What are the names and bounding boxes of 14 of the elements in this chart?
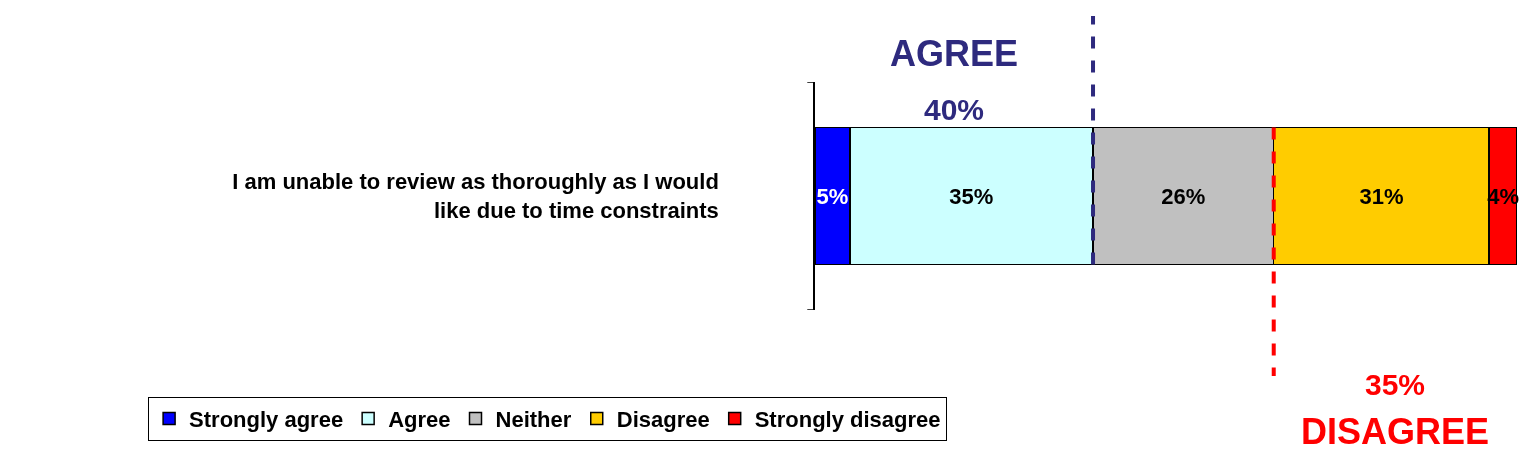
data-label: 26%	[1161, 183, 1206, 209]
legend-label: Disagree	[616, 407, 710, 433]
legend-label: Agree	[388, 407, 451, 433]
legend-label: Strongly agree	[189, 407, 344, 433]
y-tick-label: I am unable to review as thoroughly as I would like due to time constraints	[232, 169, 719, 223]
data-label: 5%	[816, 183, 849, 209]
ref-line-label: AGREE	[890, 33, 1019, 74]
data-label: 31%	[1359, 183, 1404, 209]
text: 35%	[1365, 368, 1426, 401]
data-label: 35%	[949, 183, 994, 209]
text: 40%	[924, 93, 985, 126]
legend-label: Neither	[495, 407, 572, 433]
legend-label: Strongly disagree	[754, 407, 941, 433]
ref-line-label: DISAGREE	[1301, 411, 1490, 452]
